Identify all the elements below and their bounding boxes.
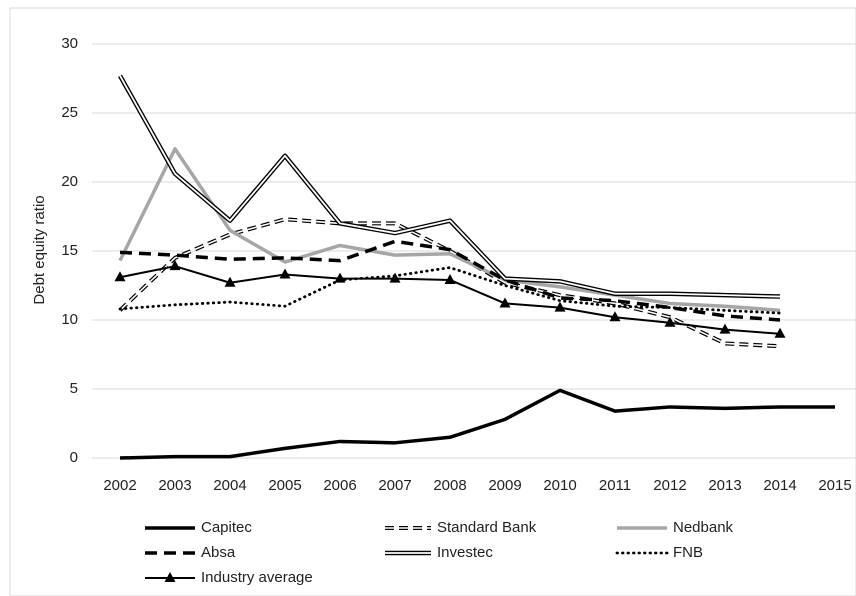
marker — [169, 260, 181, 271]
x-tick-label: 2005 — [268, 477, 301, 494]
y-tick-label: 15 — [61, 242, 78, 259]
x-tick-label: 2006 — [323, 477, 356, 494]
marker — [114, 271, 126, 282]
x-tick-label: 2014 — [763, 477, 796, 494]
line — [119, 239, 781, 322]
marker — [334, 272, 346, 283]
x-tick-label: 2008 — [433, 477, 466, 494]
marker — [664, 316, 676, 327]
legend-label: Investec — [437, 544, 493, 561]
marker — [279, 268, 291, 279]
legend-label: Absa — [201, 544, 236, 561]
x-tick-label: 2002 — [103, 477, 136, 494]
x-tick-label: 2009 — [488, 477, 521, 494]
legend-label: FNB — [673, 544, 703, 561]
chart-frame — [9, 7, 856, 596]
y-tick-label: 25 — [61, 104, 78, 121]
x-tick-label: 2003 — [158, 477, 191, 494]
legend-label: Nedbank — [673, 519, 734, 536]
legend-label: Industry average — [201, 569, 313, 586]
y-axis-label: Debt equity ratio — [31, 195, 48, 304]
marker — [444, 273, 456, 284]
x-tick-label: 2011 — [599, 477, 631, 494]
y-tick-label: 0 — [70, 449, 78, 466]
line — [118, 266, 782, 315]
line-inner — [119, 75, 781, 298]
y-tick-label: 5 — [70, 380, 78, 397]
marker — [719, 323, 731, 334]
legend-label: Standard Bank — [437, 519, 537, 536]
marker — [499, 297, 511, 308]
x-tick-label: 2013 — [708, 477, 741, 494]
marker — [554, 301, 566, 312]
marker — [774, 327, 786, 338]
marker — [389, 272, 401, 283]
x-tick-label: 2012 — [653, 477, 686, 494]
line — [119, 388, 835, 460]
x-tick-label: 2007 — [378, 477, 411, 494]
y-tick-label: 20 — [61, 173, 78, 190]
marker — [164, 572, 176, 582]
y-tick-label: 10 — [61, 311, 78, 328]
marker — [224, 276, 236, 287]
legend-label: Capitec — [201, 519, 252, 536]
x-tick-label: 2015 — [818, 477, 851, 494]
y-tick-label: 30 — [61, 35, 78, 52]
marker — [609, 311, 621, 322]
line — [118, 74, 781, 299]
line — [118, 147, 781, 313]
x-tick-label: 2010 — [543, 477, 576, 494]
x-tick-label: 2004 — [213, 477, 246, 494]
